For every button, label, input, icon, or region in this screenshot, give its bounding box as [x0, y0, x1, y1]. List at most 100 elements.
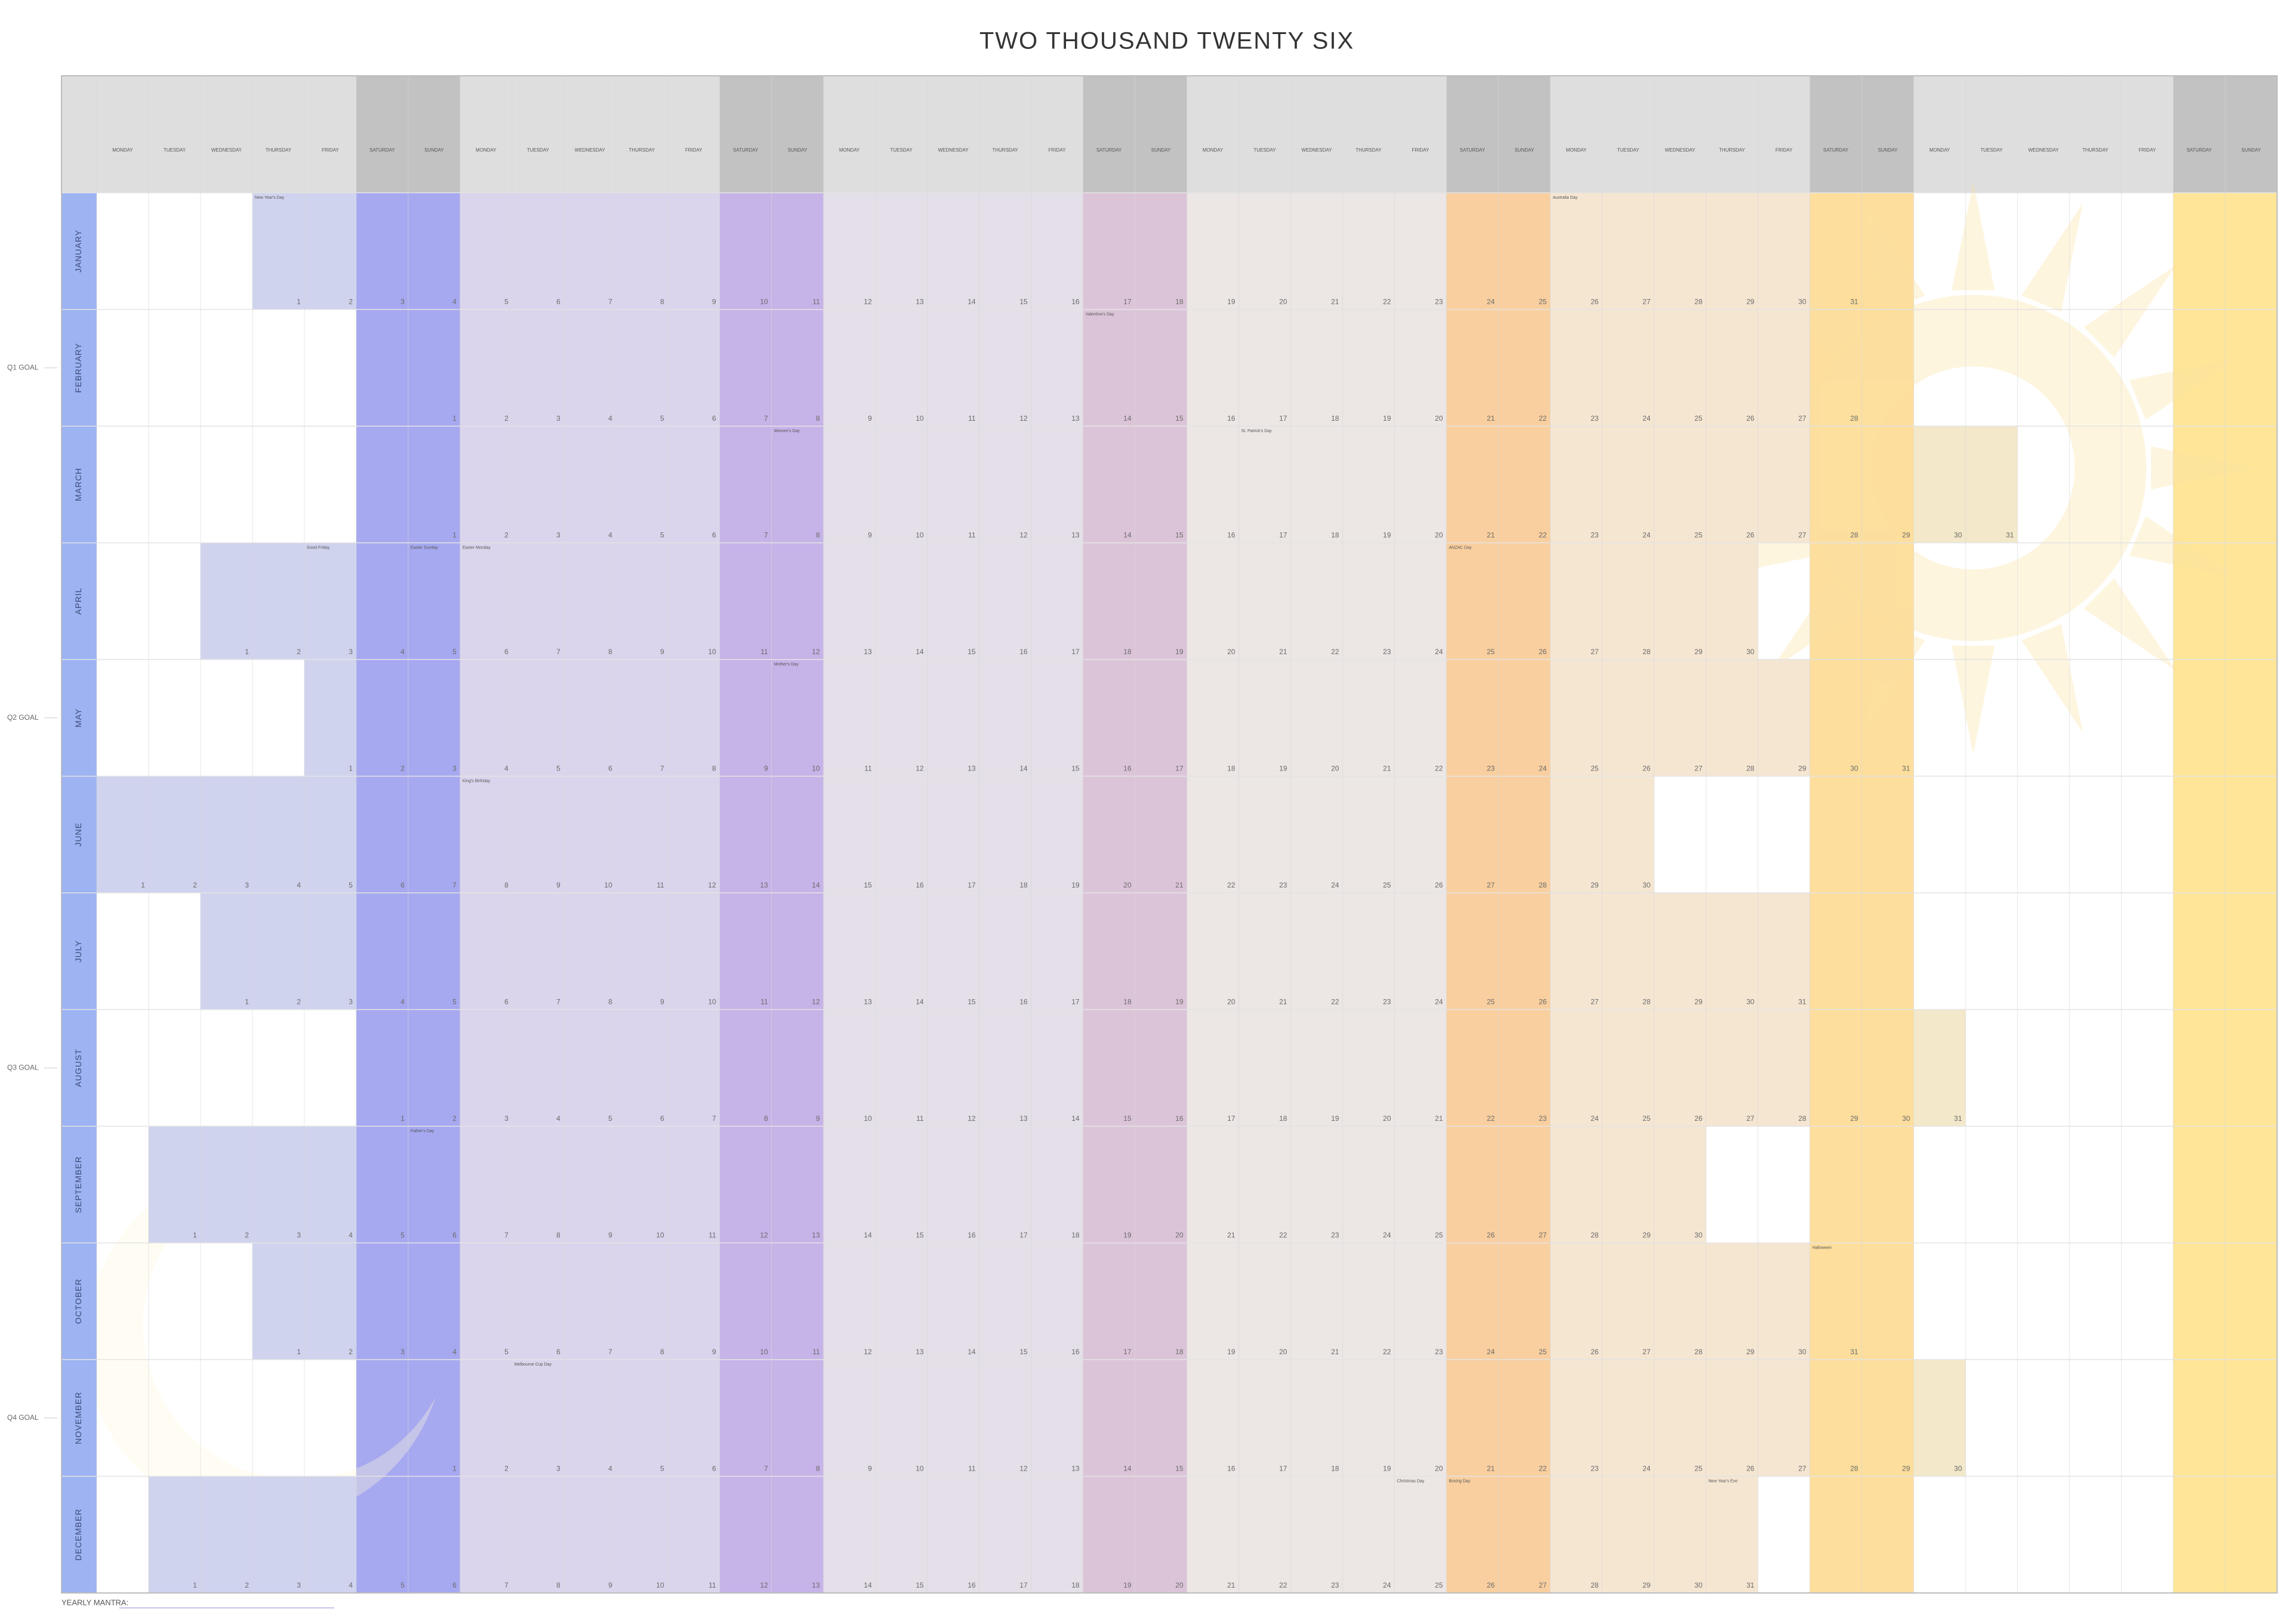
day-number: 5 — [401, 1581, 405, 1589]
day-number: 8 — [608, 648, 612, 656]
day-number: 20 — [1279, 298, 1287, 306]
day-cell — [1394, 776, 1447, 893]
day-number: 3 — [401, 1348, 405, 1356]
day-cell — [304, 193, 356, 310]
weekday-label: SUNDAY — [424, 147, 444, 153]
day-number: 4 — [452, 1348, 457, 1356]
day-number: 18 — [1123, 998, 1132, 1006]
month-label: JUNE — [73, 822, 83, 847]
day-cell — [1706, 1009, 1758, 1126]
day-cell — [1550, 1126, 1603, 1243]
day-cell — [979, 1126, 1031, 1243]
day-cell — [252, 776, 304, 893]
day-cell — [563, 1243, 616, 1360]
day-cell — [1394, 1476, 1447, 1593]
weekday-label: WEDNESDAY — [575, 147, 606, 153]
day-cell — [1031, 660, 1083, 776]
day-number: 3 — [297, 1581, 301, 1589]
day-number: 22 — [1539, 531, 1547, 540]
day-cell — [1239, 1243, 1291, 1360]
day-number: 1 — [452, 414, 457, 423]
day-cell — [563, 426, 616, 543]
day-number: 27 — [1539, 1231, 1547, 1240]
weekday-label: SATURDAY — [369, 147, 395, 153]
day-number: 29 — [1798, 765, 1807, 773]
day-number: 20 — [1435, 531, 1443, 540]
day-number: 19 — [1123, 1231, 1132, 1240]
day-cell — [875, 1476, 928, 1593]
day-number: 21 — [1487, 1465, 1495, 1473]
day-number: 3 — [245, 881, 249, 889]
day-number: 27 — [1695, 765, 1703, 773]
day-cell — [1654, 193, 1706, 310]
day-cell — [1654, 893, 1706, 1010]
day-cell — [875, 426, 928, 543]
title: TWO THOUSAND TWENTY SIX — [979, 28, 1354, 54]
header-weekend — [1498, 76, 1551, 193]
day-number: 8 — [816, 414, 820, 423]
day-number: 18 — [1175, 1348, 1184, 1356]
day-number: 13 — [916, 298, 924, 306]
holiday-label: Melbourne Cup Day — [515, 1363, 552, 1367]
day-number: 28 — [1798, 1114, 1807, 1123]
day-number: 9 — [608, 1231, 612, 1240]
day-number: 22 — [1331, 648, 1339, 656]
day-number: 20 — [1175, 1581, 1184, 1589]
day-cell — [1706, 426, 1758, 543]
day-cell — [1239, 1009, 1291, 1126]
day-cell — [823, 893, 876, 1010]
day-number: 20 — [1227, 998, 1236, 1006]
sun-ray — [1863, 203, 1926, 312]
day-cell — [1758, 1009, 1810, 1126]
day-number: 5 — [452, 998, 457, 1006]
day-number: 17 — [1175, 765, 1184, 773]
day-cell — [1602, 193, 1655, 310]
day-number: 15 — [1019, 1348, 1028, 1356]
month-label: FEBRUARY — [73, 343, 83, 393]
day-cell — [927, 1243, 979, 1360]
day-number: 6 — [504, 648, 509, 656]
day-number: 14 — [1071, 1114, 1080, 1123]
moon — [85, 1164, 436, 1523]
day-cell — [979, 893, 1031, 1010]
day-cell — [667, 776, 720, 893]
day-number: 9 — [764, 765, 768, 773]
header-weekend — [2225, 76, 2277, 193]
day-cell — [1550, 893, 1603, 1010]
weekday-label: SUNDAY — [2241, 147, 2261, 153]
day-number: 4 — [608, 531, 612, 540]
day-cell — [563, 893, 616, 1010]
day-cell — [252, 543, 304, 660]
day-number: 21 — [1227, 1581, 1236, 1589]
sun-ray — [2129, 358, 2238, 420]
day-number: 25 — [1695, 1465, 1703, 1473]
day-number: 15 — [1175, 531, 1184, 540]
day-cell — [512, 1476, 564, 1593]
day-number: 8 — [660, 1348, 664, 1356]
day-cell — [460, 426, 512, 543]
day-number: 14 — [864, 1231, 872, 1240]
day-number: 11 — [657, 881, 664, 889]
day-number: 26 — [1695, 1114, 1703, 1123]
day-cell — [667, 1360, 720, 1477]
day-number: 14 — [968, 298, 976, 306]
day-number: 2 — [504, 531, 509, 540]
header-weekend — [1446, 76, 1499, 193]
month-label: JULY — [73, 940, 83, 962]
day-number: 26 — [1487, 1581, 1495, 1589]
month-strip — [61, 1009, 97, 1126]
holiday-label: Mother's Day — [774, 662, 799, 667]
day-cell — [1654, 309, 1706, 426]
day-number: 7 — [764, 531, 768, 540]
day-number: 10 — [916, 531, 924, 540]
day-number: 2 — [349, 1348, 353, 1356]
day-number: 13 — [1019, 1114, 1028, 1123]
day-number: 27 — [1487, 881, 1495, 889]
day-cell — [615, 1243, 668, 1360]
day-number: 11 — [708, 1231, 716, 1240]
day-cell — [97, 776, 149, 893]
day-number: 4 — [452, 298, 457, 306]
day-number: 16 — [1227, 1465, 1236, 1473]
day-cell — [1966, 426, 2018, 543]
